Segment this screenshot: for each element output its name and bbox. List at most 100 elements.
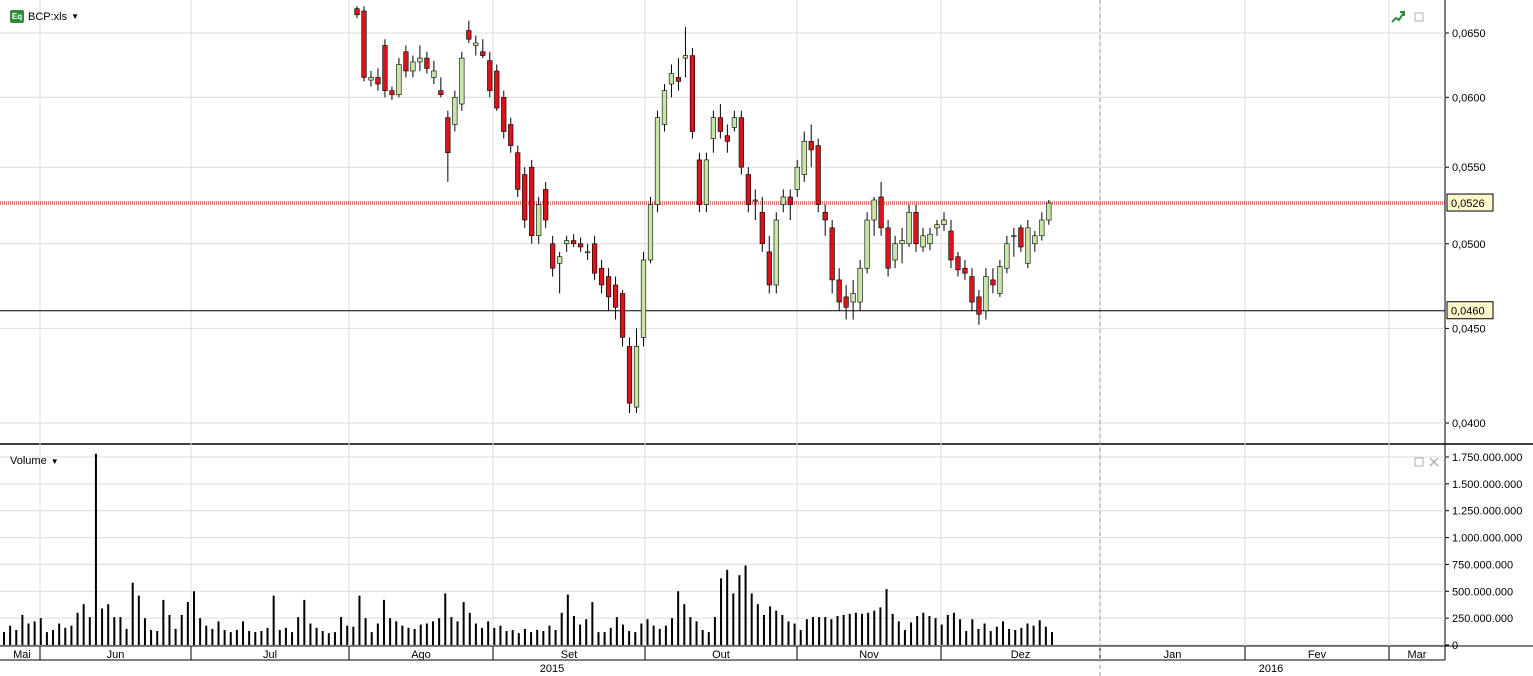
price-tick-label: 0,0450 — [1452, 323, 1486, 335]
volume-bar — [168, 614, 171, 645]
candle-body — [389, 90, 395, 95]
volume-bar — [242, 621, 245, 645]
volume-bar — [769, 606, 772, 645]
month-label: Ago — [411, 649, 431, 661]
volume-bar — [989, 631, 992, 645]
candle-body — [780, 196, 786, 205]
volume-bar — [143, 618, 146, 645]
candle-body — [934, 224, 940, 229]
candle-body — [962, 267, 968, 274]
close-icon[interactable] — [1429, 457, 1439, 467]
volume-bar — [916, 615, 919, 645]
candle-body — [878, 196, 884, 229]
volume-bar — [738, 575, 741, 645]
candle-body — [529, 166, 535, 237]
volume-tick-label: 1.250.000.000 — [1452, 506, 1522, 518]
candle-body — [815, 145, 821, 205]
volume-bar — [45, 632, 48, 645]
volume-bar — [27, 623, 30, 645]
volume-bar — [52, 629, 55, 645]
candle-body — [752, 199, 758, 202]
candle-body — [424, 57, 430, 69]
candle-body — [899, 240, 905, 245]
volume-bar — [983, 623, 986, 645]
candle-body — [647, 204, 654, 261]
candle-body — [654, 117, 661, 205]
volume-bar — [21, 614, 24, 645]
volume-bar — [438, 618, 441, 645]
volume-bar — [658, 628, 661, 645]
volume-bar — [407, 627, 410, 645]
candle-body — [675, 77, 682, 82]
month-label: Dez — [1011, 649, 1031, 661]
candle-body — [1039, 219, 1045, 237]
volume-bar — [689, 617, 692, 645]
candle-body — [1004, 243, 1010, 269]
maximize-icon[interactable] — [1414, 457, 1424, 467]
volume-bar — [566, 594, 569, 645]
volume-bar — [462, 602, 465, 645]
volume-bar — [861, 613, 864, 645]
candle-body — [585, 251, 591, 254]
volume-bar — [346, 625, 349, 645]
volume-bar — [1032, 625, 1035, 645]
volume-bar — [1038, 620, 1041, 645]
candle-body — [508, 124, 514, 146]
volume-bar — [830, 619, 833, 645]
candle-body — [871, 199, 877, 221]
volume-bar — [720, 578, 723, 645]
price-tick-label: 0,0400 — [1452, 418, 1486, 430]
candle-body — [787, 196, 793, 205]
candle-body — [612, 284, 619, 308]
candle-body — [515, 152, 521, 190]
volume-tick-label: 500.000.000 — [1452, 586, 1513, 598]
volume-selector[interactable]: Volume ▼ — [10, 455, 59, 467]
volume-bar — [775, 610, 778, 645]
maximize-icon[interactable] — [1414, 12, 1424, 22]
candle-body — [445, 117, 451, 154]
reference-lines — [0, 201, 1445, 312]
volume-bar — [358, 595, 361, 645]
price-label-last: 0,0526 — [1451, 198, 1485, 210]
candle-body — [1011, 235, 1017, 238]
price-tick-label: 0,0650 — [1452, 28, 1486, 40]
volume-bar — [401, 625, 404, 645]
trend-icon[interactable] — [1391, 10, 1405, 24]
volume-bar — [952, 612, 955, 645]
candle-body — [941, 219, 947, 226]
candle-body — [843, 296, 849, 308]
month-label: Mar — [1408, 649, 1427, 661]
instrument-selector[interactable]: Eq BCP:xls ▼ — [10, 10, 79, 23]
volume-bar — [707, 632, 710, 645]
volume-bar — [959, 619, 962, 645]
volume-bar — [113, 617, 116, 645]
volume-bar — [854, 612, 857, 645]
volume-bar — [1026, 623, 1029, 645]
volume-bar — [205, 625, 208, 645]
candle-body — [375, 77, 381, 85]
candle-body — [731, 117, 737, 128]
volume-bar — [223, 629, 226, 645]
volume-bar — [940, 624, 943, 645]
candle-body — [543, 189, 549, 221]
volume-bar — [781, 614, 784, 645]
volume-bar — [726, 569, 729, 645]
volume-bar — [995, 626, 998, 645]
volume-bar — [456, 621, 459, 645]
candle-body — [633, 346, 640, 408]
volume-bar — [903, 629, 906, 645]
volume-bar — [340, 617, 343, 645]
volume-bar — [229, 632, 232, 645]
volume-bar — [695, 621, 698, 645]
month-label: Fev — [1308, 649, 1327, 661]
volume-bar — [615, 617, 618, 645]
candle-body — [522, 174, 528, 221]
volume-bar — [88, 617, 91, 645]
volume-bar — [94, 453, 97, 645]
candle-body — [354, 8, 360, 15]
volume-bar — [199, 618, 202, 645]
volume-bar — [39, 618, 42, 645]
candle-body — [494, 70, 500, 109]
candle-body — [452, 96, 458, 125]
candle-body — [801, 141, 807, 175]
